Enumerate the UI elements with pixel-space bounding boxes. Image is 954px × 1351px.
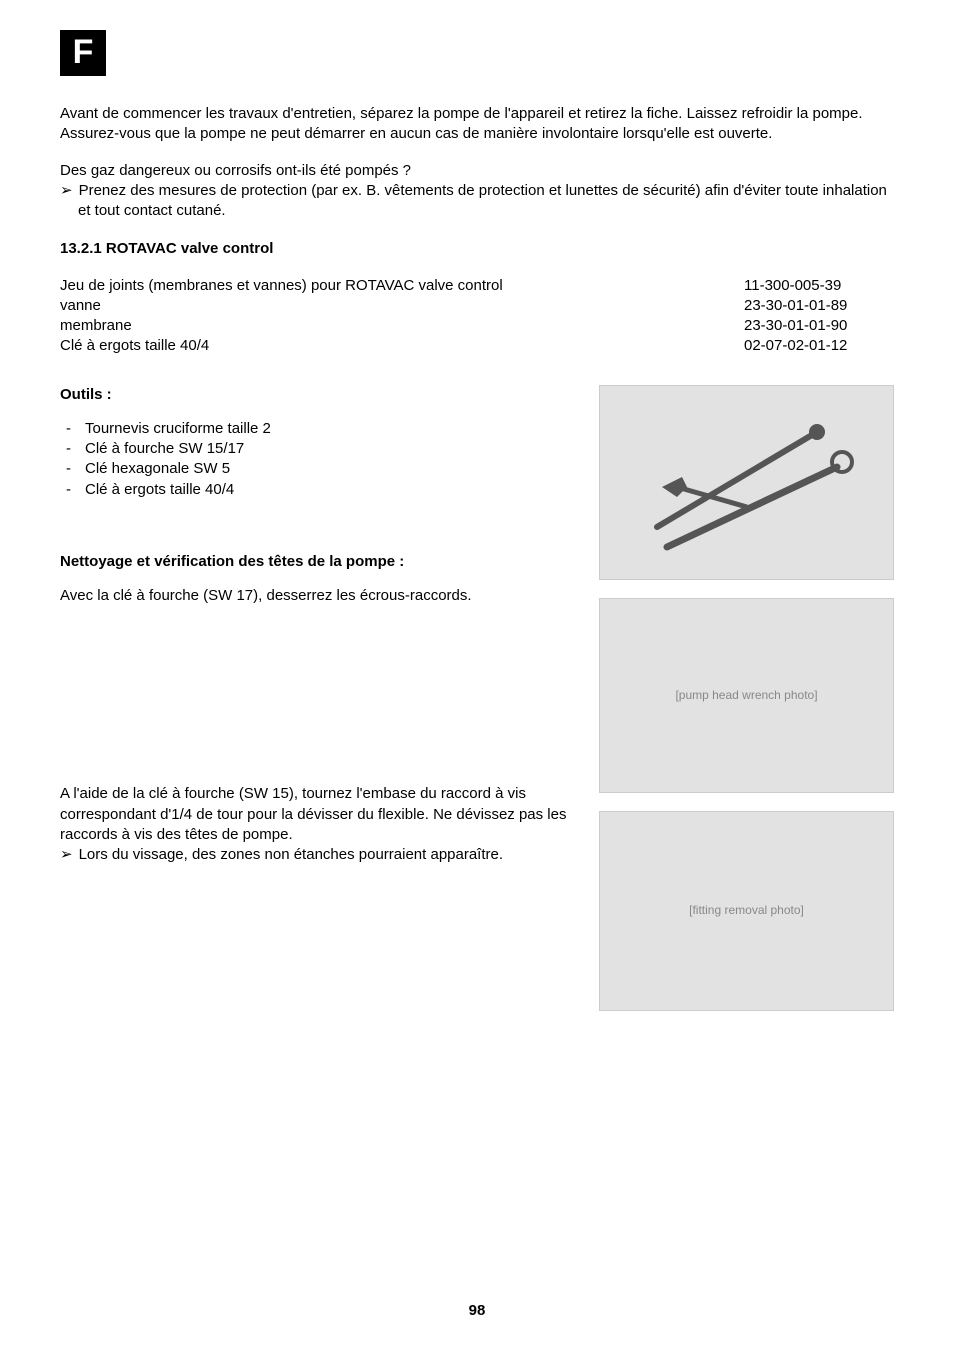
parts-number: 11-300-005-39 bbox=[744, 276, 894, 296]
hazard-question: Des gaz dangereux ou corrosifs ont-ils é… bbox=[60, 161, 894, 181]
tool-item: Tournevis cruciforme taille 2 bbox=[86, 419, 579, 439]
parts-label: Clé à ergots taille 40/4 bbox=[60, 336, 744, 356]
cleaning-block: Nettoyage et vérification des têtes de l… bbox=[60, 552, 579, 607]
page-content: Avant de commencer les travaux d'entreti… bbox=[60, 104, 894, 1011]
parts-label: membrane bbox=[60, 316, 744, 336]
fitting-photo: [fitting removal photo] bbox=[599, 811, 894, 1011]
section-heading-1321: 13.2.1 ROTAVAC valve control bbox=[60, 239, 894, 259]
tool-item: Clé hexagonale SW 5 bbox=[86, 459, 579, 479]
step3-bullet-list: Lors du vissage, des zones non étanches … bbox=[60, 845, 579, 865]
tool-item: Clé à ergots taille 40/4 bbox=[86, 480, 579, 500]
step3-bullet-item: Lors du vissage, des zones non étanches … bbox=[78, 845, 579, 865]
parts-number: 23-30-01-01-89 bbox=[744, 296, 894, 316]
tools-image bbox=[599, 385, 894, 580]
right-column: [pump head wrench photo] [fitting remova… bbox=[599, 385, 894, 1011]
parts-list: Jeu de joints (membranes et vannes) pour… bbox=[60, 276, 894, 357]
hazard-bullet-item: Prenez des mesures de protection (par ex… bbox=[78, 181, 894, 222]
intro-paragraph-2: Assurez-vous que la pompe ne peut démarr… bbox=[60, 124, 894, 144]
cleaning-text: Avec la clé à fourche (SW 17), desserrez… bbox=[60, 586, 579, 606]
parts-row: vanne 23-30-01-01-89 bbox=[60, 296, 894, 316]
parts-row: Jeu de joints (membranes et vannes) pour… bbox=[60, 276, 894, 296]
parts-row: membrane 23-30-01-01-90 bbox=[60, 316, 894, 336]
language-badge: F bbox=[60, 30, 106, 76]
tools-svg-icon bbox=[627, 407, 867, 557]
parts-label: Jeu de joints (membranes et vannes) pour… bbox=[60, 276, 744, 296]
parts-number: 23-30-01-01-90 bbox=[744, 316, 894, 336]
left-column: Outils : Tournevis cruciforme taille 2 C… bbox=[60, 385, 579, 1011]
two-column-layout: Outils : Tournevis cruciforme taille 2 C… bbox=[60, 385, 894, 1011]
step3-text: A l'aide de la clé à fourche (SW 15), to… bbox=[60, 784, 579, 845]
page-number: 98 bbox=[0, 1301, 954, 1321]
tools-list: Tournevis cruciforme taille 2 Clé à four… bbox=[60, 419, 579, 500]
tools-block: Outils : Tournevis cruciforme taille 2 C… bbox=[60, 385, 579, 500]
parts-row: Clé à ergots taille 40/4 02-07-02-01-12 bbox=[60, 336, 894, 356]
wrench-photo: [pump head wrench photo] bbox=[599, 598, 894, 793]
hazard-block: Des gaz dangereux ou corrosifs ont-ils é… bbox=[60, 161, 894, 222]
parts-label: vanne bbox=[60, 296, 744, 316]
hazard-bullet-list: Prenez des mesures de protection (par ex… bbox=[60, 181, 894, 222]
tools-heading: Outils : bbox=[60, 385, 579, 405]
intro-paragraph-1: Avant de commencer les travaux d'entreti… bbox=[60, 104, 894, 124]
intro-block: Avant de commencer les travaux d'entreti… bbox=[60, 104, 894, 145]
parts-number: 02-07-02-01-12 bbox=[744, 336, 894, 356]
cleaning-heading: Nettoyage et vérification des têtes de l… bbox=[60, 552, 579, 572]
step3-block: A l'aide de la clé à fourche (SW 15), to… bbox=[60, 784, 579, 865]
tool-item: Clé à fourche SW 15/17 bbox=[86, 439, 579, 459]
